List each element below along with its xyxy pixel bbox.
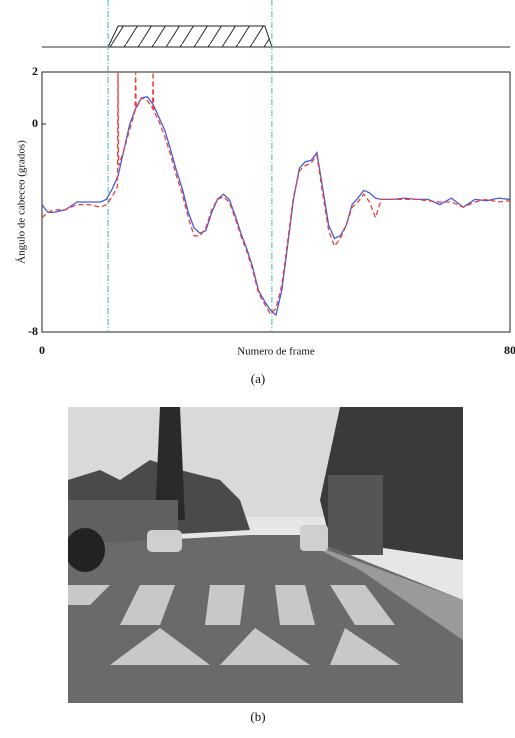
signal-pulse (107, 25, 273, 48)
photo (68, 407, 463, 703)
series-line (41, 71, 511, 315)
caption: (b) (250, 709, 265, 724)
plot-frame (41, 71, 511, 333)
y-tick-label: 0 (32, 116, 38, 130)
series-line (41, 95, 511, 317)
x-axis-label: Numero de frame (237, 346, 315, 358)
x-tick-label: 0 (39, 343, 45, 357)
y-tick-label: -8 (28, 324, 38, 338)
y-axis-label: Ángulo de cabeceo (grados) (16, 140, 28, 264)
caption: (a) (251, 371, 265, 386)
x-tick-label: 80 (504, 343, 515, 357)
y-tick-label: 2 (32, 64, 38, 78)
